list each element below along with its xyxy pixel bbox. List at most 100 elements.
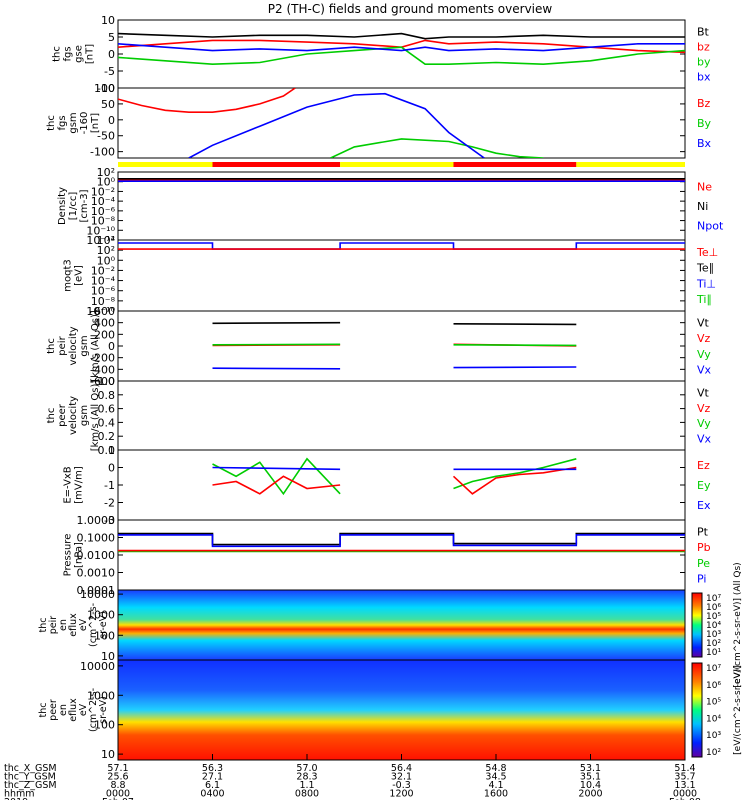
y-axis-label: gsm bbox=[68, 112, 79, 133]
series-line-Bx bbox=[188, 92, 485, 158]
panel-frame bbox=[117, 380, 686, 451]
y-axis-label: gsm bbox=[79, 335, 90, 356]
x-row-value: 35.1 bbox=[580, 772, 601, 783]
y-tick-label: 10 bbox=[101, 650, 115, 663]
legend-entry: Pe bbox=[697, 557, 710, 570]
y-tick-label: -2 bbox=[104, 497, 115, 510]
series-line-Vt bbox=[212, 321, 577, 326]
colorbar-tick: 10⁷ bbox=[706, 664, 721, 674]
x-row-value: 35.7 bbox=[674, 772, 695, 783]
series-line-Ez bbox=[212, 466, 577, 495]
legend-entry: Pt bbox=[697, 526, 709, 539]
y-tick-label: 5 bbox=[108, 31, 115, 44]
y-axis-label: thc bbox=[38, 703, 49, 718]
y-tick-label: 1.0 bbox=[98, 375, 116, 388]
mode-bar bbox=[118, 162, 685, 167]
y-tick-label: 200 bbox=[94, 328, 115, 341]
x-row-label: thc_Z_GSM bbox=[4, 780, 57, 791]
y-tick-label: 1.0000 bbox=[77, 514, 116, 527]
x-row-value: 1600 bbox=[484, 789, 508, 800]
y-tick-label: 0.0 bbox=[98, 444, 116, 457]
y-axis-label: peer bbox=[57, 403, 68, 427]
colorbar-tick: 10⁴ bbox=[706, 621, 721, 631]
y-axis-label: (cm^2-s- bbox=[88, 603, 99, 647]
y-tick-label: 0 bbox=[108, 462, 115, 475]
y-axis-label: [km/s (All Qs)] bbox=[90, 310, 101, 382]
x-row-value: 4.1 bbox=[488, 780, 503, 791]
y-axis-label: sr-eV) bbox=[98, 611, 109, 639]
mode-segment bbox=[340, 162, 454, 167]
legend-entry: Bz bbox=[697, 97, 711, 110]
y-axis-label: thc bbox=[46, 408, 57, 424]
y-axis-label: eflux bbox=[68, 698, 79, 722]
legend-entry: Te⊥ bbox=[696, 246, 718, 259]
panel-efield: 1 0 -1 -2 -3 E=-VxB [mV/m] Ez Ey Ex bbox=[63, 444, 711, 527]
legend-entry: Vt bbox=[697, 317, 710, 330]
legend-entry: Ne bbox=[697, 181, 712, 194]
y-axis-label: [eV] bbox=[74, 265, 85, 286]
y-tick-label: 100 bbox=[94, 719, 115, 732]
y-tick-label: 10⁻¹⁰ bbox=[86, 224, 115, 237]
y-tick-label: 10² bbox=[97, 244, 115, 257]
y-tick-label: -3 bbox=[104, 514, 115, 527]
colorbar-tick: 10⁶ bbox=[706, 681, 721, 691]
x-row-value: 6.1 bbox=[205, 780, 220, 791]
y-axis-label: velocity bbox=[68, 396, 79, 435]
y-tick-label: 10² bbox=[97, 166, 115, 179]
y-tick-label: 10⁻¹² bbox=[86, 234, 115, 247]
y-axis-label: velocity bbox=[68, 326, 79, 365]
y-tick-label: 10⁻² bbox=[91, 264, 115, 277]
colorbar-label: [eV/(cm^2-s-sr-eV)] (All Qs) bbox=[733, 562, 743, 687]
legend-entry: Pb bbox=[697, 541, 711, 554]
x-row-value: 13.1 bbox=[674, 780, 695, 791]
y-axis-label: fgs bbox=[57, 115, 68, 130]
series-line-Pi bbox=[118, 534, 685, 548]
y-tick-label: -200 bbox=[90, 352, 115, 365]
x-row-value: Feb 07 bbox=[102, 797, 134, 800]
legend-entry: by bbox=[697, 56, 711, 69]
y-axis-label: [nPa] bbox=[74, 542, 85, 568]
mode-segment bbox=[212, 162, 341, 167]
legend-entry: Pi bbox=[697, 572, 706, 585]
y-axis-label: en bbox=[58, 619, 69, 631]
colorbar-tick: 10² bbox=[706, 748, 721, 758]
y-axis-label: peir bbox=[57, 335, 68, 355]
colorbar-tick: 10⁵ bbox=[706, 612, 721, 622]
y-tick-label: 0.8 bbox=[98, 389, 116, 402]
x-row-value: 25.6 bbox=[107, 772, 128, 783]
y-tick-label: -400 bbox=[90, 363, 115, 376]
y-tick-label: -10 bbox=[97, 82, 115, 95]
y-tick-label: 400 bbox=[94, 317, 115, 330]
y-axis-label: thc bbox=[38, 618, 49, 633]
panel-frame bbox=[117, 19, 686, 89]
x-row-value: -0.3 bbox=[392, 780, 411, 791]
colorbar-tick: 10³ bbox=[706, 630, 721, 640]
x-row-value: 27.1 bbox=[202, 772, 223, 783]
y-axis-label: gsm bbox=[79, 405, 90, 426]
panel-fgs-gse: 10 5 0 -5 -10 thc fgs gse [nT] Bt bz by bx bbox=[52, 14, 711, 95]
y-tick-label: 10 bbox=[101, 14, 115, 27]
x-row-value: 0400 bbox=[200, 789, 224, 800]
x-row-label: thc_X_GSM bbox=[4, 763, 57, 774]
x-row-value: 56.4 bbox=[391, 763, 412, 774]
y-tick-label: 1000 bbox=[87, 609, 115, 622]
colorbar-tick: 10³ bbox=[706, 731, 721, 741]
colorbar bbox=[691, 592, 703, 658]
legend-entry: Vx bbox=[697, 363, 712, 376]
legend-entry: Vz bbox=[697, 332, 711, 345]
series-line-Bt bbox=[118, 32, 685, 40]
legend-entry: Bt bbox=[697, 25, 710, 38]
colorbar-tick: 10⁶ bbox=[706, 603, 721, 613]
series-line-By bbox=[330, 138, 544, 158]
x-row-label: 2019 bbox=[4, 797, 28, 800]
series-line-Ti bbox=[118, 242, 685, 250]
plot-title: P2 (TH-C) fields and ground moments over… bbox=[268, 2, 553, 16]
mode-segment bbox=[576, 162, 685, 167]
y-axis-label: [1/cc] bbox=[68, 192, 79, 221]
legend-entry: Vt bbox=[697, 387, 710, 400]
x-row-value: 34.5 bbox=[485, 772, 506, 783]
spectrogram-image bbox=[118, 590, 685, 660]
y-axis-label: Pressure bbox=[63, 534, 74, 577]
y-tick-label: 50 bbox=[101, 98, 115, 111]
